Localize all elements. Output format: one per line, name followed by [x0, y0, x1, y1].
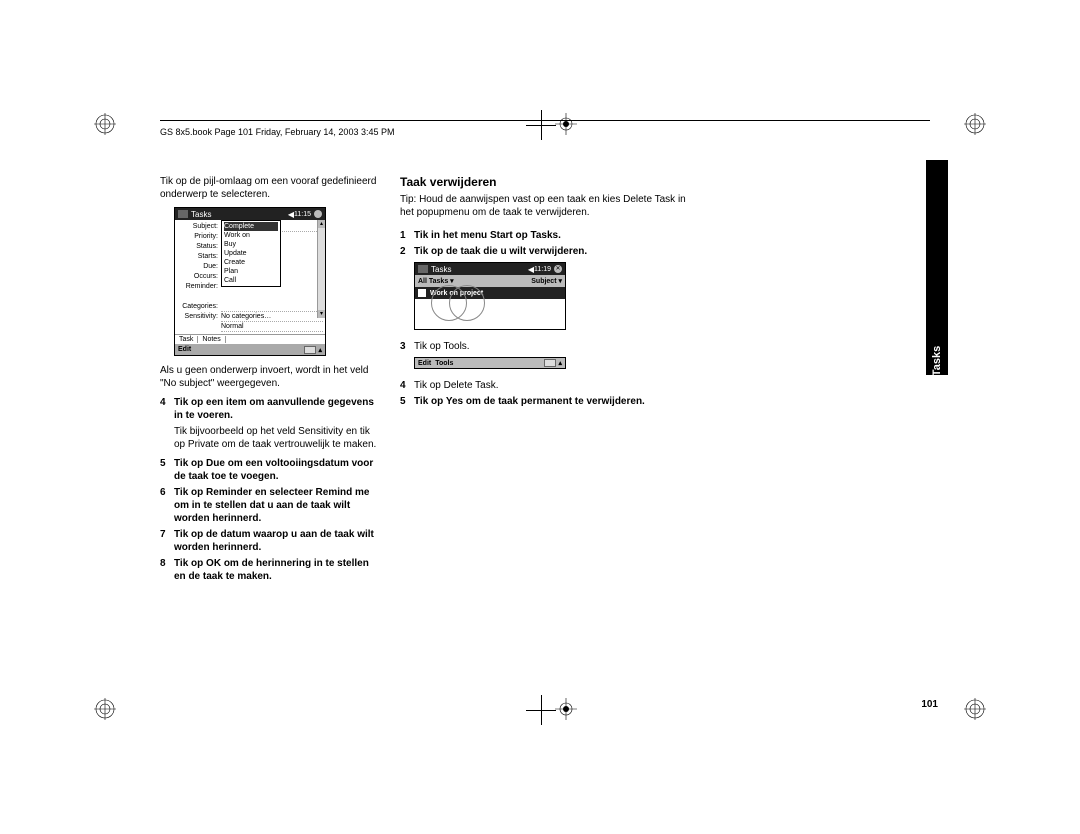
step-text: Tik op Due om een voltooiingsdatum voor …	[174, 457, 380, 483]
dropdown-option[interactable]: Call	[224, 276, 278, 285]
step: 4 Tik op Delete Task.	[400, 379, 700, 392]
shot1-field-values: CompleteWork onBuyUpdateCreatePlanCall N…	[221, 220, 325, 334]
up-icon[interactable]: ▴	[318, 346, 322, 354]
step-text: Tik op Delete Task.	[414, 379, 700, 392]
filter-all-tasks[interactable]: All Tasks ▾	[418, 277, 454, 285]
sub-text: Als u geen onderwerp invoert, wordt in h…	[160, 364, 380, 390]
step: 3 Tik op Tools.	[400, 340, 700, 353]
shot2-title: Tasks	[431, 265, 451, 274]
shot1-tabs: Task Notes	[175, 334, 325, 344]
edit-menu[interactable]: Edit	[418, 360, 431, 367]
ok-icon	[314, 210, 322, 218]
step: 7Tik op de datum waarop u aan de taak wi…	[160, 528, 380, 554]
shot1-menubar: Edit ▴	[175, 344, 325, 355]
step-subtext: Tik bijvoorbeeld op het veld Sensitivity…	[174, 425, 380, 451]
header-text: GS 8x5.book Page 101 Friday, February 14…	[160, 127, 394, 137]
reg-mark	[964, 698, 986, 720]
step-text: Tik op een item om aanvullende gegevens …	[174, 396, 380, 422]
step-number: 6	[160, 486, 174, 525]
tools-menu[interactable]: Tools	[435, 360, 453, 367]
scroll-down-icon[interactable]: ▾	[318, 310, 325, 318]
step: 5Tik op Due om een voltooiingsdatum voor…	[160, 457, 380, 483]
step-number: 4	[160, 396, 174, 422]
field-label: Occurs:	[175, 272, 218, 282]
step-text: Tik op Yes om de taak permanent te verwi…	[414, 395, 700, 408]
tasks-screenshot-1: Tasks ◀ 11:15 Subject:Priority:Status:St…	[174, 207, 326, 356]
edit-menu[interactable]: Edit	[178, 346, 191, 353]
step-number: 7	[160, 528, 174, 554]
reg-mark	[94, 698, 116, 720]
dropdown-option[interactable]: Buy	[224, 240, 278, 249]
categories-value: No categories…	[221, 312, 323, 322]
dropdown-option[interactable]: Work on	[224, 231, 278, 240]
section-heading: Taak verwijderen	[400, 175, 700, 189]
step: 1 Tik in het menu Start op Tasks.	[400, 229, 700, 242]
shot2-titlebar: Tasks ◀ 11:19 ✕	[415, 263, 565, 275]
field-label: Sensitivity:	[175, 312, 218, 322]
shot2-filter-bar: All Tasks ▾ Subject ▾	[415, 275, 565, 287]
field-label: Reminder:	[175, 282, 218, 292]
keyboard-icon[interactable]	[544, 359, 556, 367]
step: 5 Tik op Yes om de taak permanent te ver…	[400, 395, 700, 408]
step: 4Tik op een item om aanvullende gegevens…	[160, 396, 380, 422]
shot1-time: 11:15	[294, 211, 311, 218]
step-text: Tik op OK om de herinnering in te stelle…	[174, 557, 380, 583]
field-label: Priority:	[175, 232, 218, 242]
step-number: 2	[400, 245, 414, 258]
step-text: Tik in het menu Start op Tasks.	[414, 229, 700, 242]
tab-notes[interactable]: Notes	[198, 336, 225, 343]
field-label: Status:	[175, 242, 218, 252]
step-number: 5	[160, 457, 174, 483]
dropdown-option[interactable]: Create	[224, 258, 278, 267]
step: 6Tik op Reminder en selecteer Remind me …	[160, 486, 380, 525]
field-label	[175, 292, 218, 302]
field-label: Subject:	[175, 222, 218, 232]
step-text: Tik op Tools.	[414, 340, 700, 353]
tasks-screenshot-3: Edit Tools ▴	[414, 357, 566, 369]
intro-text: Tik op de pijl-omlaag om een vooraf gede…	[160, 175, 380, 201]
right-column: Taak verwijderen Tip: Houd de aanwijspen…	[400, 175, 700, 411]
dropdown-option[interactable]: Complete	[224, 222, 278, 231]
dropdown-option[interactable]: Update	[224, 249, 278, 258]
step: 8Tik op OK om de herinnering in te stell…	[160, 557, 380, 583]
step-text: Tik op Reminder en selecteer Remind me o…	[174, 486, 380, 525]
subject-dropdown[interactable]: CompleteWork onBuyUpdateCreatePlanCall	[221, 220, 281, 287]
step-text: Tik op de taak die u wilt verwijderen.	[414, 245, 700, 258]
reg-mark	[964, 113, 986, 135]
left-column: Tik op de pijl-omlaag om een vooraf gede…	[160, 175, 380, 586]
up-icon[interactable]: ▴	[558, 359, 562, 367]
scrollbar[interactable]: ▴ ▾	[317, 220, 325, 318]
step: 2 Tik op de taak die u wilt verwijderen.	[400, 245, 700, 258]
tap-indicator	[415, 299, 565, 329]
shot1-title: Tasks	[191, 210, 211, 219]
close-icon[interactable]: ✕	[554, 265, 562, 273]
field-label: Starts:	[175, 252, 218, 262]
start-icon	[178, 210, 188, 218]
filter-subject[interactable]: Subject ▾	[531, 277, 562, 285]
sensitivity-value: Normal	[221, 322, 323, 332]
step-number: 1	[400, 229, 414, 242]
step-number: 4	[400, 379, 414, 392]
checkbox-icon[interactable]	[418, 289, 426, 297]
step-text: Tik op de datum waarop u aan de taak wil…	[174, 528, 380, 554]
header-rule	[160, 120, 930, 121]
step-number: 8	[160, 557, 174, 583]
start-icon	[418, 265, 428, 273]
keyboard-icon[interactable]	[304, 346, 316, 354]
dropdown-option[interactable]: Plan	[224, 267, 278, 276]
tab-task[interactable]: Task	[175, 336, 198, 343]
scroll-up-icon[interactable]: ▴	[318, 220, 325, 228]
shot1-titlebar: Tasks ◀ 11:15	[175, 208, 325, 220]
step-number: 3	[400, 340, 414, 353]
tasks-screenshot-2: Tasks ◀ 11:19 ✕ All Tasks ▾ Subject ▾ Wo…	[414, 262, 566, 330]
step-number: 5	[400, 395, 414, 408]
shot1-field-labels: Subject:Priority:Status:Starts:Due:Occur…	[175, 220, 221, 334]
field-label: Categories:	[175, 302, 218, 312]
tip-text: Tip: Houd de aanwijspen vast op een taak…	[400, 193, 700, 219]
shot2-time: 11:19	[534, 266, 551, 273]
reg-mark	[94, 113, 116, 135]
field-label: Due:	[175, 262, 218, 272]
